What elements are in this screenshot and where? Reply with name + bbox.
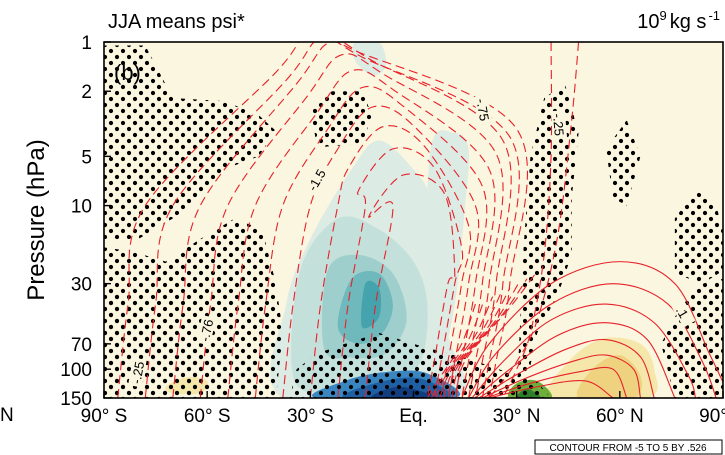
- contour-negative: [430, 300, 485, 398]
- contour-negative: [172, 42, 512, 398]
- contour-positive: [468, 283, 717, 398]
- contour-label-bg: [196, 315, 216, 346]
- contour-positive: [482, 354, 642, 398]
- contour-negative: [451, 278, 528, 398]
- plot-area: [104, 42, 723, 398]
- panel-label: (b): [114, 60, 141, 85]
- contour-negative: [488, 42, 580, 398]
- x-tick-label: 60° N: [596, 406, 644, 427]
- chart-title-units: 109 kg s -1: [637, 8, 720, 33]
- contour-label: -.76: [197, 318, 216, 343]
- contour-lines: [117, 42, 723, 398]
- y-axis-label: Pressure (hPa): [23, 139, 50, 300]
- contour-negative: [144, 42, 520, 398]
- x-tick-label: Eq.: [399, 406, 428, 427]
- contour-label-group: -.25: [550, 109, 568, 140]
- contour-label-bg: [473, 94, 493, 125]
- contour-label: -.75: [473, 97, 492, 122]
- contour-negative: [502, 42, 553, 398]
- contour-negative: [439, 292, 502, 398]
- contour-note-box: CONTOUR FROM -5 TO 5 BY .526: [534, 439, 723, 455]
- stipple-region: [310, 91, 373, 148]
- contour-label-bg: [303, 164, 330, 196]
- stipple-region: [516, 83, 579, 398]
- contour-negative: [337, 147, 464, 398]
- contour-label-group: -.75: [473, 94, 493, 125]
- contour-note: CONTOUR FROM -5 TO 5 BY .526: [549, 443, 707, 454]
- stipple-region: [674, 189, 723, 284]
- x-tick-label: 90° N: [699, 406, 725, 427]
- axes: 90° S 60° S 30° S Eq. 30° N 60° N 90° N 1 2 5 10 30…: [60, 33, 725, 427]
- x-tick-label: 90° S: [81, 406, 128, 427]
- contour-label-bg: [128, 357, 147, 388]
- y-tick-label: 1: [81, 33, 92, 54]
- contour-negative: [435, 296, 494, 398]
- shade-region: [361, 280, 382, 329]
- stipple-region: [606, 120, 641, 206]
- y-tick-label: 70: [71, 335, 92, 356]
- contour-negative: [455, 273, 537, 398]
- x-tick-label: 30° S: [287, 406, 334, 427]
- y-tick-label: 100: [60, 360, 92, 381]
- chart-title-left: JJA means psi*: [108, 11, 245, 33]
- y-tick-label: 5: [81, 147, 92, 168]
- contour-negative: [199, 53, 504, 398]
- contour-positive: [471, 303, 697, 398]
- contour-negative: [447, 283, 519, 398]
- contour-negative: [364, 173, 456, 398]
- contour-label-bg: [669, 296, 696, 328]
- shade-region: [576, 355, 643, 398]
- contour-label-bg: [550, 109, 568, 140]
- y-tick-label: 10: [71, 197, 92, 218]
- contour-positive: [475, 322, 676, 398]
- shade-region: [426, 130, 470, 354]
- contour-negative: [282, 105, 480, 398]
- contour-positive: [461, 261, 723, 398]
- contour-negative: [426, 303, 476, 398]
- contour-positive: [489, 379, 614, 398]
- contour-negative: [309, 125, 472, 398]
- contour-label: -.25: [129, 360, 148, 385]
- contour-positive: [478, 338, 655, 398]
- contour-negative: [227, 69, 496, 398]
- contour-label-group: .1: [669, 296, 696, 328]
- y-tick-label: 30: [71, 275, 92, 296]
- x-tick-label: 60° S: [184, 406, 231, 427]
- significance-stippling: [104, 45, 723, 398]
- contour-negative: [117, 42, 529, 398]
- y-tick-label: 150: [60, 389, 92, 410]
- left-edge-label: N: [0, 405, 14, 426]
- y-tick-label: 2: [81, 82, 92, 103]
- contour-negative: [254, 86, 488, 398]
- contour-negative: [443, 287, 511, 398]
- contour-label-group: -.25: [128, 357, 148, 388]
- contour-positive: [485, 366, 628, 398]
- stipple-region: [661, 278, 723, 398]
- contour-label-group: -.76: [196, 315, 216, 346]
- x-tick-label: 30° N: [493, 406, 541, 427]
- stipple-region: [104, 218, 283, 398]
- contour-label: -.25: [550, 113, 567, 137]
- stipple-region: [104, 45, 276, 239]
